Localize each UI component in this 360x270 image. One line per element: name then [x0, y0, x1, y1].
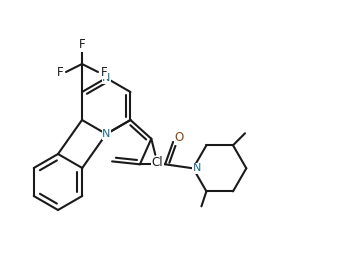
- Text: Cl: Cl: [152, 156, 163, 169]
- Text: N: N: [193, 163, 201, 173]
- Text: N: N: [102, 73, 111, 83]
- Text: F: F: [57, 66, 63, 79]
- Text: F: F: [79, 39, 85, 52]
- Text: F: F: [101, 66, 107, 79]
- Text: O: O: [175, 131, 184, 144]
- Text: N: N: [102, 129, 111, 139]
